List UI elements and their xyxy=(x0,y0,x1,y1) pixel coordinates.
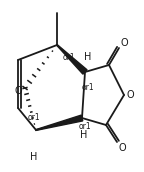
Text: or1: or1 xyxy=(27,113,40,122)
Text: H: H xyxy=(80,130,88,140)
Polygon shape xyxy=(57,45,87,74)
Text: O: O xyxy=(119,143,127,153)
Text: or1: or1 xyxy=(63,53,76,62)
Text: H: H xyxy=(30,152,38,162)
Text: O: O xyxy=(127,90,135,100)
Text: or1: or1 xyxy=(79,122,92,131)
Polygon shape xyxy=(36,115,83,130)
Text: H: H xyxy=(84,52,92,62)
Text: or1: or1 xyxy=(82,83,95,92)
Text: O: O xyxy=(14,86,22,96)
Text: O: O xyxy=(121,38,129,48)
